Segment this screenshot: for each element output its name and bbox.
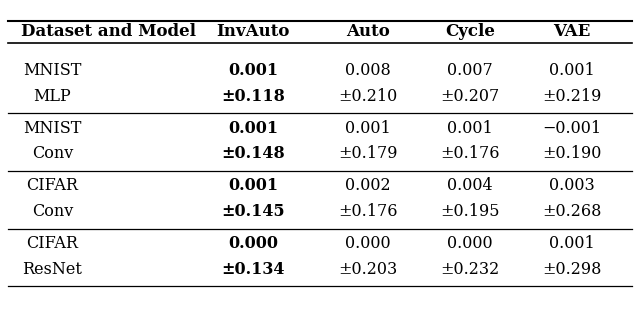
Text: 0.002: 0.002 [345, 177, 390, 194]
Text: ±0.207: ±0.207 [440, 88, 499, 105]
Text: Auto: Auto [346, 23, 390, 40]
Text: ±0.268: ±0.268 [542, 203, 602, 220]
Text: ±0.232: ±0.232 [440, 261, 499, 278]
Text: ±0.298: ±0.298 [542, 261, 602, 278]
Text: 0.001: 0.001 [447, 120, 493, 137]
Text: 0.008: 0.008 [345, 62, 390, 79]
Text: ±0.219: ±0.219 [542, 88, 602, 105]
Text: 0.007: 0.007 [447, 62, 493, 79]
Text: ±0.210: ±0.210 [338, 88, 397, 105]
Text: 0.000: 0.000 [228, 235, 278, 252]
Text: Cycle: Cycle [445, 23, 495, 40]
Text: MNIST: MNIST [23, 120, 81, 137]
Text: MLP: MLP [33, 88, 71, 105]
Text: ±0.118: ±0.118 [221, 88, 285, 105]
Text: Conv: Conv [32, 145, 73, 162]
Text: ±0.176: ±0.176 [440, 145, 499, 162]
Text: 0.001: 0.001 [228, 120, 278, 137]
Text: CIFAR: CIFAR [26, 177, 78, 194]
Text: 0.003: 0.003 [549, 177, 595, 194]
Text: VAE: VAE [553, 23, 590, 40]
Text: ±0.203: ±0.203 [338, 261, 397, 278]
Text: Dataset and Model: Dataset and Model [20, 23, 195, 40]
Text: 0.004: 0.004 [447, 177, 493, 194]
Text: ±0.179: ±0.179 [338, 145, 397, 162]
Text: −0.001: −0.001 [542, 120, 601, 137]
Text: 0.001: 0.001 [228, 62, 278, 79]
Text: InvAuto: InvAuto [216, 23, 290, 40]
Text: 0.001: 0.001 [228, 177, 278, 194]
Text: Conv: Conv [32, 203, 73, 220]
Text: ±0.195: ±0.195 [440, 203, 499, 220]
Text: CIFAR: CIFAR [26, 235, 78, 252]
Text: MNIST: MNIST [23, 62, 81, 79]
Text: ±0.148: ±0.148 [221, 145, 285, 162]
Text: 0.000: 0.000 [345, 235, 390, 252]
Text: 0.001: 0.001 [345, 120, 390, 137]
Text: ±0.190: ±0.190 [542, 145, 602, 162]
Text: ±0.134: ±0.134 [221, 261, 285, 278]
Text: 0.001: 0.001 [549, 62, 595, 79]
Text: 0.001: 0.001 [549, 235, 595, 252]
Text: ±0.176: ±0.176 [338, 203, 397, 220]
Text: 0.000: 0.000 [447, 235, 493, 252]
Text: ResNet: ResNet [22, 261, 83, 278]
Text: ±0.145: ±0.145 [221, 203, 285, 220]
